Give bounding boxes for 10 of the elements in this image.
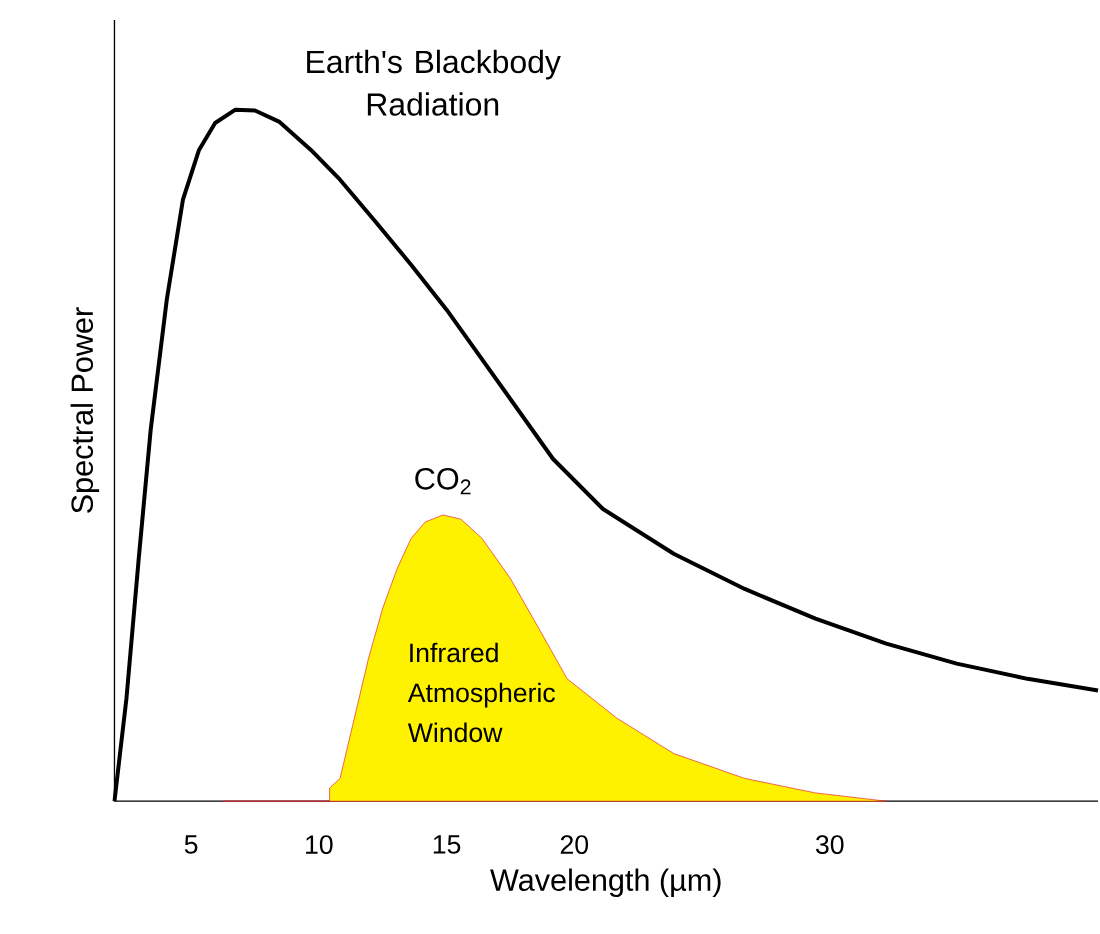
annotation: CO$_{2}$ [415,467,471,495]
x-tick-label: 10 [306,835,333,854]
series-label: Infrared Atmospheric Window [407,642,555,742]
series-label: Earth's Blackbody Radiation [307,49,561,116]
x-tick-label: 20 [560,835,589,854]
y-axis-title: Spectral Power [70,307,100,513]
x-tick-label: 30 [815,835,844,854]
x-tick-label: 15 [433,835,461,854]
x-tick-label: 5 [184,835,198,854]
x-axis-title: Wavelength (µm) [490,868,721,897]
